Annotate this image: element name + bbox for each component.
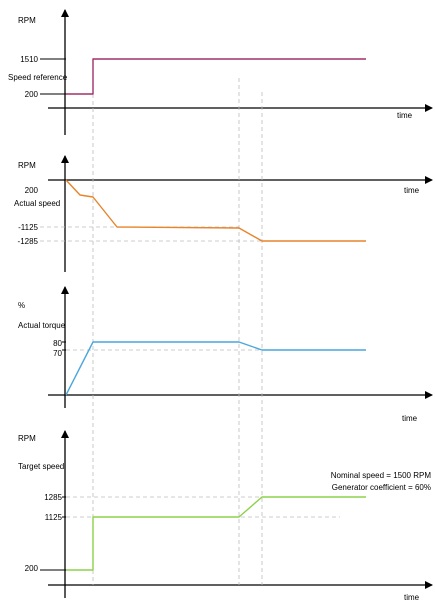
panel-2-series-line xyxy=(65,179,366,242)
panel-3-unit-label: % xyxy=(18,301,25,310)
panel-4-x-label: time xyxy=(404,593,420,602)
panel-1-tick-200: 200 xyxy=(25,90,39,99)
panel-1-unit-label: RPM xyxy=(18,16,36,25)
panel-4-annotation-nominal-speed: Nominal speed = 1500 RPM xyxy=(331,471,432,480)
panel-2-tick-minus-1125: -1125 xyxy=(18,223,38,232)
panel-3-series-label: Actual torque xyxy=(18,321,66,330)
panel-4-unit-label: RPM xyxy=(18,434,36,443)
panel-target-speed: RPM Target speed time 1285 1125 200 Nomi… xyxy=(18,434,431,602)
panel-4-annotation-generator-coefficient: Generator coefficient = 60% xyxy=(332,483,431,492)
panel-4-series-label: Target speed xyxy=(18,462,64,471)
panel-3-series-line xyxy=(65,341,366,396)
panel-4-series-line xyxy=(66,496,366,571)
panel-4-tick-200: 200 xyxy=(25,564,39,573)
panel-1-series-label: Speed reference xyxy=(8,73,68,82)
panel-1-x-label: time xyxy=(397,111,413,120)
panel-3-tick-80: 80 xyxy=(53,339,62,348)
panel-2-x-label: time xyxy=(404,186,420,195)
panel-2-tick-minus-1285: -1285 xyxy=(18,237,39,246)
panel-actual-speed: RPM Actual speed time 200 -1125 -1285 xyxy=(14,161,420,246)
panel-1-series-line xyxy=(66,58,366,95)
panel-2-unit-label: RPM xyxy=(18,161,36,170)
panel-4-tick-1285: 1285 xyxy=(44,493,62,502)
panel-actual-torque: % Actual torque time 80 70 xyxy=(18,301,418,423)
panel-speed-reference: RPM Speed reference time 1510 200 xyxy=(8,16,413,120)
panel-2-tick-200: 200 xyxy=(25,186,39,195)
panel-2-series-label: Actual speed xyxy=(14,199,60,208)
panel-1-tick-1510: 1510 xyxy=(20,55,38,64)
panel-4-tick-1125: 1125 xyxy=(45,513,63,522)
panel-3-x-label: time xyxy=(402,414,418,423)
panel-3-tick-70: 70 xyxy=(53,349,62,358)
